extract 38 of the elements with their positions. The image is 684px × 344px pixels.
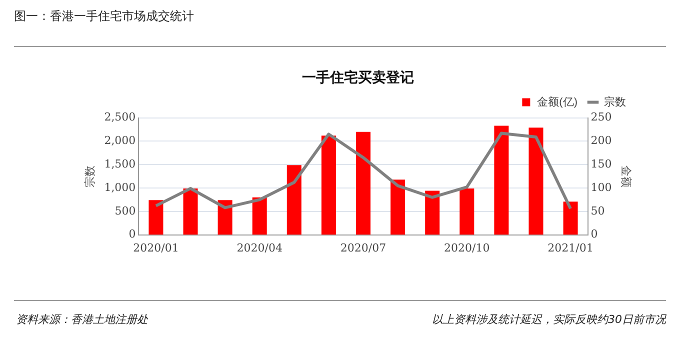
bar xyxy=(390,180,406,235)
bar xyxy=(252,197,267,235)
y2-tick-label: 150 xyxy=(590,157,612,170)
y-tick-label: 1,000 xyxy=(104,180,136,194)
legend-label: 宗数 xyxy=(604,95,626,108)
text: 以上资料涉及统计延迟，实际反映约30日前市况 xyxy=(432,312,666,327)
y2-tick-label: 250 xyxy=(590,110,612,124)
y2-axis-title: 金额 xyxy=(619,165,632,188)
y-tick-label: 2,000 xyxy=(104,134,136,148)
chart-subtitle: 一手住宅买卖登记 xyxy=(302,69,414,86)
bar xyxy=(563,202,578,235)
y2-tick-label: 0 xyxy=(590,228,598,241)
text: 资料来源：香港土地注册处 xyxy=(16,312,148,327)
y-tick-label: 2,500 xyxy=(104,110,136,124)
x-tick-label: 2020/04 xyxy=(236,241,282,254)
y-tick-label: 500 xyxy=(114,204,136,218)
y2-tick-label: 100 xyxy=(590,180,612,194)
bar xyxy=(183,188,198,235)
x-tick-label: 2020/01 xyxy=(133,241,179,254)
bar xyxy=(148,200,164,235)
y2-tick-label: 200 xyxy=(590,134,612,148)
y-axis-title: 宗数 xyxy=(84,165,97,188)
y2-tick-label: 50 xyxy=(590,204,605,218)
y-tick-label: 0 xyxy=(128,228,136,241)
bar xyxy=(286,165,302,235)
chart-title: 图一：香港一手住宅市场成交统计 xyxy=(14,8,194,25)
x-tick-label: 2020/07 xyxy=(340,241,386,254)
bar xyxy=(528,128,544,235)
legend-label: 金额(亿) xyxy=(537,95,578,108)
bar xyxy=(425,190,440,235)
x-tick-label: 2021/01 xyxy=(548,241,594,254)
bar xyxy=(494,126,509,235)
x-tick-label: 2020/10 xyxy=(444,241,490,254)
bar xyxy=(460,188,474,235)
bar xyxy=(321,136,336,235)
bar xyxy=(218,200,232,235)
y-tick-label: 1,500 xyxy=(104,157,136,170)
bar xyxy=(356,132,371,235)
